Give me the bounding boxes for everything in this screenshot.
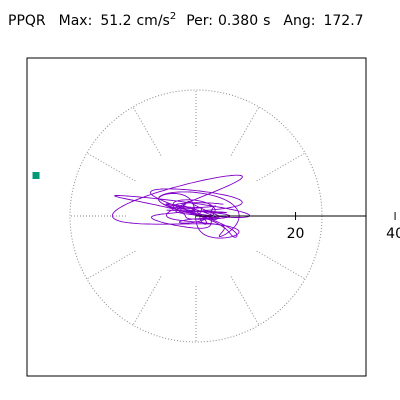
station-code: PPQR <box>8 13 46 29</box>
grid-spoke <box>132 106 162 156</box>
max-value: 51.2 <box>100 13 132 29</box>
plot-frame <box>26 57 367 377</box>
per-value: 0.380 <box>218 13 259 29</box>
radial-axis: 20 40 <box>196 212 400 242</box>
ang-label: Ang: <box>283 13 316 29</box>
grid-spoke <box>230 106 260 156</box>
max-unit-exponent: 2 <box>169 11 177 22</box>
grid-spoke <box>86 152 136 182</box>
radial-tick-label: 20 <box>287 226 305 242</box>
grid-spoke <box>256 152 306 182</box>
plot-header: PPQR Max: 51.2 cm/s2 Per: 0.380 s Ang: 172.7 <box>8 11 364 29</box>
per-unit: s <box>263 13 271 29</box>
grid-spoke <box>256 250 306 280</box>
per-label: Per: <box>186 13 214 29</box>
max-unit: cm/s <box>136 13 170 29</box>
trace-line <box>111 174 251 239</box>
radial-tick-label: 40 <box>386 226 400 242</box>
motion-trace <box>32 172 251 239</box>
ang-value: 172.7 <box>323 13 364 29</box>
grid-spoke <box>132 276 162 326</box>
max-label: Max: <box>58 13 93 29</box>
grid-spoke <box>230 276 260 326</box>
max-marker <box>32 172 40 180</box>
grid-spoke <box>86 250 136 280</box>
